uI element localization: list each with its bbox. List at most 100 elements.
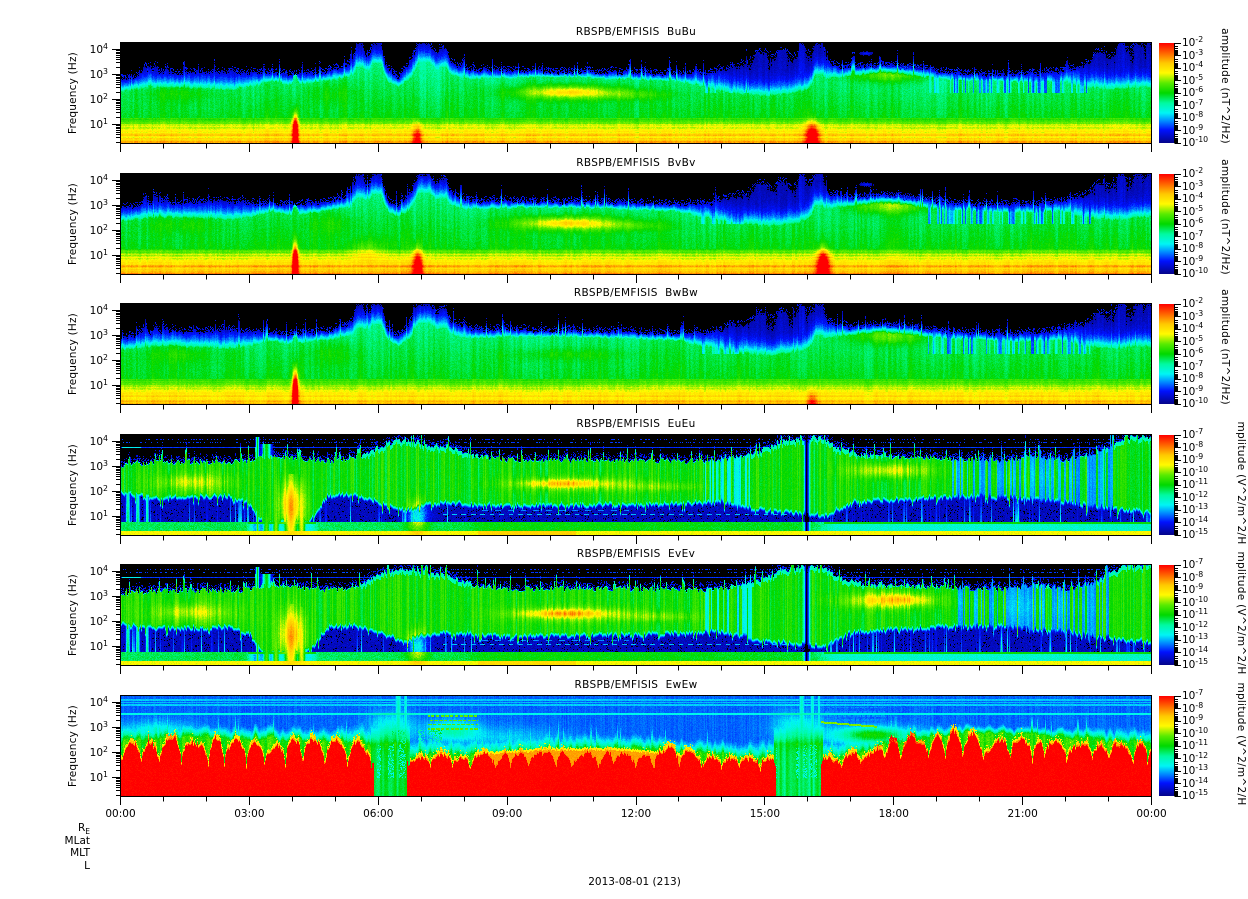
time-tick-label: 00:00 [105, 807, 136, 820]
time-tick-label: 03:00 [234, 807, 265, 820]
colorbar [1159, 304, 1174, 404]
time-tick-label: 12:00 [620, 807, 652, 820]
ephemeris-row-label: L [84, 859, 90, 872]
freq-tick-label: 102 [89, 222, 108, 237]
colorbar-tick-label: 10-8 [1182, 700, 1204, 715]
colorbar-tick-label: 10-5 [1182, 333, 1204, 348]
colorbar-tick-label: 10-12 [1182, 750, 1209, 765]
colorbar-tick-label: 10-14 [1182, 514, 1209, 529]
freq-tick-label: 101 [89, 116, 108, 131]
colorbar-tick-label: 10-10 [1182, 464, 1209, 479]
colorbar-tick-label: 10-11 [1182, 607, 1209, 621]
colorbar-tick-label: 10-10 [1182, 396, 1209, 410]
colorbar [1159, 696, 1174, 796]
colorbar-tick-label: 10-10 [1182, 594, 1209, 609]
colorbar-tick-label: 10-12 [1182, 619, 1209, 634]
colorbar-tick-label: 10-4 [1182, 60, 1204, 74]
colorbar-tick-label: 10-3 [1182, 178, 1204, 193]
panel-title: RBSPB/EMFISIS EwEw [574, 678, 698, 691]
time-tick-label: 15:00 [749, 807, 781, 820]
spectrogram-canvas-EwEw [121, 696, 1151, 796]
spectrogram-canvas-BvBv [121, 174, 1151, 274]
colorbar-tick-label: 10-10 [1182, 135, 1209, 149]
time-tick-label: 06:00 [363, 807, 394, 820]
colorbar-tick-label: 10-14 [1182, 644, 1209, 659]
colorbar-tick-label: 10-14 [1182, 775, 1209, 790]
freq-tick-label: 104 [89, 563, 108, 578]
freq-tick-label: 104 [89, 172, 108, 187]
colorbar-tick-label: 10-8 [1182, 569, 1204, 584]
colorbar-tick-label: 10-15 [1182, 788, 1209, 802]
colorbar-tick-label: 10-4 [1182, 191, 1204, 205]
colorbar-tick-label: 10-13 [1182, 632, 1209, 646]
freq-tick-label: 103 [89, 458, 108, 473]
panel-title: RBSPB/EMFISIS BuBu [575, 25, 697, 38]
spectrogram-canvas-EuEu [121, 435, 1151, 535]
colorbar-tick-label: 10-15 [1182, 527, 1209, 541]
spectrogram-canvas-BuBu [121, 43, 1151, 143]
ephemeris-row-label: RE [77, 822, 90, 836]
colorbar-tick-label: 10-11 [1182, 477, 1209, 491]
freq-tick-label: 102 [89, 744, 108, 759]
panel-title: RBSPB/EMFISIS EvEv [576, 547, 696, 560]
panel-title: RBSPB/EMFISIS BwBw [573, 286, 699, 299]
colorbar-tick-label: 10-2 [1182, 296, 1204, 310]
freq-tick-label: 101 [89, 769, 108, 784]
colorbar-tick-label: 10-11 [1182, 738, 1209, 752]
colorbar-tick-label: 10-12 [1182, 489, 1209, 504]
colorbar-tick-label: 10-9 [1182, 253, 1204, 268]
freq-tick-label: 101 [89, 638, 108, 653]
colorbar-axis-label: amplitude (nT^2/Hz) [1219, 289, 1231, 405]
colorbar [1159, 565, 1174, 665]
colorbar-tick-label: 10-6 [1182, 216, 1204, 230]
freq-tick-label: 103 [89, 719, 108, 734]
colorbar [1159, 43, 1174, 143]
time-tick-label: 21:00 [1007, 807, 1038, 820]
panel-title: RBSPB/EMFISIS BvBv [576, 156, 696, 169]
y-axis-label: Frequency (Hz) [67, 705, 79, 787]
colorbar-tick-label: 10-10 [1182, 725, 1209, 740]
colorbar-tick-label: 10-3 [1182, 47, 1204, 62]
spectrogram-canvas-BwBw [121, 304, 1151, 404]
colorbar [1159, 435, 1174, 535]
freq-tick-label: 104 [89, 41, 108, 56]
colorbar-tick-label: 10-13 [1182, 502, 1209, 516]
colorbar-tick-label: 10-8 [1182, 371, 1204, 385]
freq-tick-label: 104 [89, 694, 108, 709]
colorbar-tick-label: 10-8 [1182, 241, 1204, 255]
freq-tick-label: 101 [89, 508, 108, 523]
colorbar-tick-label: 10-7 [1182, 427, 1204, 441]
colorbar-tick-label: 10-2 [1182, 35, 1204, 49]
colorbar-tick-label: 10-13 [1182, 763, 1209, 777]
colorbar-tick-label: 10-7 [1182, 228, 1204, 243]
colorbar-tick-label: 10-2 [1182, 166, 1204, 180]
colorbar-tick-label: 10-8 [1182, 110, 1204, 124]
freq-tick-label: 102 [89, 613, 108, 628]
colorbar-tick-label: 10-9 [1182, 122, 1204, 137]
colorbar-tick-label: 10-7 [1182, 358, 1204, 373]
colorbar [1159, 174, 1174, 274]
colorbar-tick-label: 10-15 [1182, 657, 1209, 671]
colorbar-tick-label: 10-9 [1182, 452, 1204, 466]
freq-tick-label: 102 [89, 91, 108, 106]
freq-tick-label: 104 [89, 433, 108, 448]
ephemeris-row-label: MLat [64, 834, 90, 847]
colorbar-tick-label: 10-6 [1182, 85, 1204, 99]
colorbar-tick-label: 10-9 [1182, 713, 1204, 727]
time-tick-label: 18:00 [878, 807, 909, 820]
colorbar-tick-label: 10-4 [1182, 321, 1204, 335]
time-tick-label: 00:00 [1136, 807, 1167, 820]
date-label: 2013-08-01 (213) [588, 876, 681, 888]
freq-tick-label: 102 [89, 352, 108, 367]
freq-tick-label: 103 [89, 197, 108, 212]
freq-tick-label: 102 [89, 483, 108, 498]
ephemeris-row-label: MLT [70, 847, 90, 860]
colorbar-tick-label: 10-8 [1182, 439, 1204, 454]
spectrogram-canvas-EvEv [121, 565, 1151, 665]
colorbar-tick-label: 10-9 [1182, 582, 1204, 596]
colorbar-tick-label: 10-3 [1182, 308, 1204, 323]
panel-title: RBSPB/EMFISIS EuEu [576, 417, 696, 430]
freq-tick-label: 101 [89, 377, 108, 392]
colorbar-tick-label: 10-7 [1182, 557, 1204, 571]
